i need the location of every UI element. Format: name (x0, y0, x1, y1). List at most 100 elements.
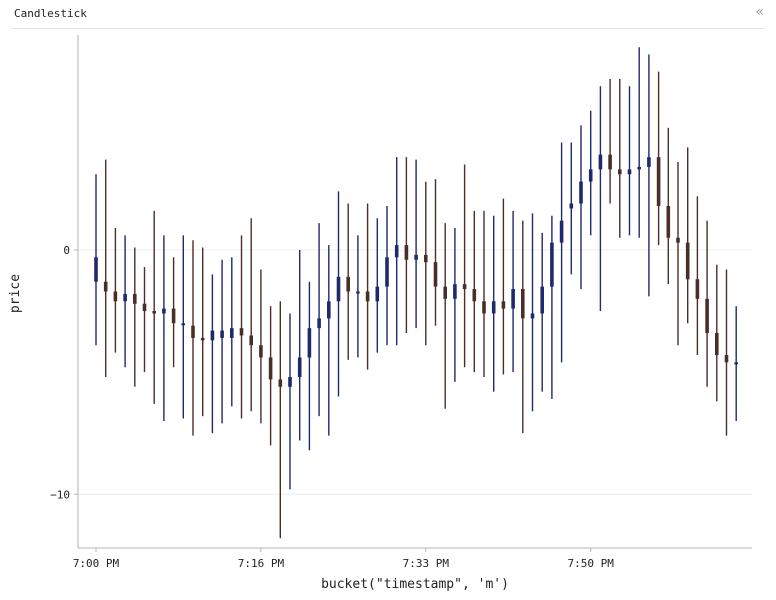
candle (288, 313, 292, 490)
candle (268, 306, 273, 446)
candle (685, 147, 690, 324)
candle-body (540, 286, 544, 314)
candle (336, 191, 341, 397)
candle (433, 179, 438, 326)
candle (162, 235, 166, 421)
candle-body (210, 330, 215, 341)
candles (94, 47, 738, 539)
candle-body (181, 323, 186, 326)
candle-body (550, 242, 554, 287)
candle-body (521, 289, 525, 319)
y-tick-label: −10 (50, 488, 70, 501)
candle (676, 162, 680, 346)
candle (152, 210, 156, 404)
candle-body (346, 276, 350, 292)
candle-body (191, 325, 195, 338)
candle-body (462, 284, 467, 290)
candle (424, 181, 428, 346)
candle-body (220, 330, 224, 338)
candle (462, 164, 467, 368)
candle (501, 198, 506, 375)
candle-body (123, 293, 127, 302)
candle-body (656, 157, 661, 206)
candle (695, 196, 700, 356)
candle-body (297, 357, 302, 377)
candle (181, 235, 186, 419)
x-tick-label: 7:33 PM (403, 557, 450, 570)
candle-body (152, 311, 156, 314)
candle (656, 71, 661, 246)
candle (220, 259, 224, 424)
candle (414, 159, 418, 329)
panel-header: Candlestick « (12, 0, 764, 29)
candle-body (133, 293, 137, 304)
candle-body (433, 262, 438, 287)
candle (715, 264, 719, 402)
candle-body (327, 301, 331, 319)
candle-body (249, 335, 253, 346)
candle-body (647, 157, 651, 167)
candle (472, 210, 477, 373)
candle (637, 47, 641, 238)
candle (171, 257, 176, 368)
candle (559, 142, 564, 363)
candle-body (336, 276, 341, 302)
x-tick-label: 7:16 PM (238, 557, 285, 570)
double-chevron-left-icon[interactable]: « (755, 4, 764, 20)
y-axis-label: price (8, 274, 23, 313)
candle-body (715, 333, 719, 356)
candle (317, 223, 321, 417)
candle-body (356, 291, 360, 294)
candle-body (317, 318, 321, 329)
candle (530, 213, 535, 412)
candle-body (239, 328, 244, 336)
candle-body (414, 254, 418, 260)
candle-body (259, 345, 263, 358)
candle (521, 220, 525, 434)
candle (453, 227, 457, 382)
candle (239, 235, 244, 419)
candle-body (705, 298, 709, 334)
candle (579, 125, 583, 290)
candle (734, 306, 738, 421)
x-axis-label: bucket("timestamp", 'm') (321, 577, 509, 592)
candle (94, 174, 98, 346)
candle-body (472, 289, 477, 302)
axis-layer (77, 35, 752, 549)
candle (200, 247, 205, 417)
candle-body (230, 328, 234, 338)
candle-body (268, 357, 273, 380)
candle-body (162, 308, 166, 314)
candle (443, 223, 447, 409)
candle-body (171, 308, 176, 324)
candle-body (734, 362, 738, 365)
candle-body (695, 279, 700, 299)
candle (142, 267, 147, 373)
candle (705, 220, 709, 387)
candle (249, 218, 253, 412)
y-tick-labels: 0 −10 (50, 244, 78, 501)
candle (297, 249, 302, 441)
candle-body (724, 355, 729, 363)
candle-body (113, 291, 118, 302)
candle-body (676, 237, 680, 243)
candle-body (94, 257, 98, 282)
candle-body (588, 169, 593, 182)
candle-body (443, 286, 447, 299)
candle-body (200, 337, 205, 341)
candle (540, 232, 544, 392)
candle-body (627, 169, 632, 175)
panel-title: Candlestick (14, 7, 87, 20)
x-tick-labels: 7:00 PM 7:16 PM 7:33 PM 7:50 PM (73, 548, 614, 570)
candle (385, 206, 389, 346)
candle (210, 274, 215, 434)
candle-body (618, 169, 622, 175)
candle (230, 257, 234, 407)
candle-body (482, 301, 486, 314)
candle-body (579, 181, 583, 204)
candle (356, 235, 360, 358)
candle (191, 240, 195, 436)
candle-body (608, 154, 612, 170)
candle-body (491, 301, 496, 314)
